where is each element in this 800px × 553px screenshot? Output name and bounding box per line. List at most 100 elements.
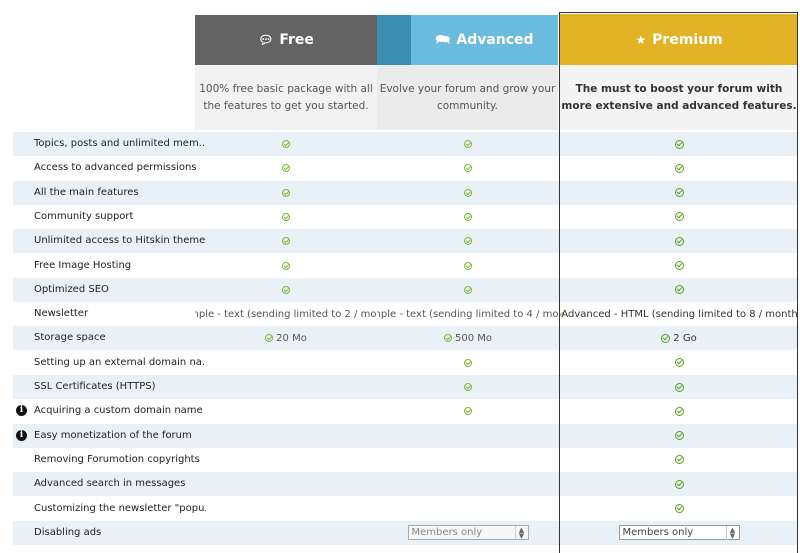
star-icon: ★: [635, 32, 647, 47]
feature-cell-premium: [560, 132, 798, 156]
feature-cell-premium: [560, 375, 798, 399]
check-icon: [464, 383, 472, 391]
feature-cell-advanced: Simple - text (sending limited to 4 / mo…: [377, 302, 559, 326]
feature-cell-premium: [560, 254, 798, 278]
check-icon: [464, 358, 472, 367]
feature-label: Unlimited access to Hitskin themes: [34, 235, 206, 247]
check-icon: [674, 455, 684, 465]
feature-row: Free Image Hosting: [13, 253, 798, 278]
feature-cell-free: [195, 181, 377, 205]
plan-name-free: Free: [279, 32, 314, 48]
desc-bg-free: [195, 65, 377, 130]
check-icon: [464, 140, 472, 148]
plan-header-advanced[interactable]: 🗪︎ Advanced: [411, 15, 558, 65]
feature-cell-premium: [560, 351, 798, 375]
plan-header-premium[interactable]: ★ Premium: [560, 14, 798, 65]
feature-cell-advanced: [377, 497, 559, 521]
plan-description-premium: The must to boost your forum with more e…: [560, 65, 798, 130]
feature-cell-free: [195, 205, 377, 229]
feature-cell-advanced: [377, 375, 559, 399]
feature-label: Setting up an external domain na...: [34, 356, 206, 368]
chevron-down-icon: ▲ ▼: [725, 526, 739, 541]
feature-row: Topics, posts and unlimited mem...: [13, 132, 798, 156]
feature-cell-advanced: [377, 156, 559, 180]
check-icon: [674, 139, 684, 149]
check-icon: [443, 334, 452, 343]
info-icon[interactable]: i: [16, 405, 27, 417]
feature-cell-advanced: [377, 424, 559, 448]
select-value: Members only: [411, 527, 483, 539]
check-icon: [674, 285, 684, 295]
check-icon: [674, 479, 684, 489]
plan-description-free: 100% free basic package with all the fea…: [195, 65, 377, 130]
feature-cell-free: [195, 156, 377, 180]
check-icon: [265, 334, 274, 343]
feature-cell-premium: [560, 278, 798, 302]
feature-label: Optimized SEO: [34, 283, 109, 295]
check-icon: [674, 212, 684, 222]
feature-cell-advanced: [377, 399, 559, 423]
feature-cell-free: [195, 132, 377, 156]
feature-row: Storage space 20 Mo 500 Mo 2 Go: [13, 326, 798, 351]
feature-value: Simple - text (sending limited to 4 / mo…: [377, 308, 559, 320]
info-icon[interactable]: i: [16, 429, 27, 441]
feature-label: All the main features: [34, 186, 139, 198]
plan-name-premium: Premium: [652, 31, 723, 48]
feature-row: Setting up an external domain na...: [13, 350, 798, 375]
check-icon: [282, 188, 290, 197]
check-icon: [674, 188, 684, 198]
feature-label: Removing Forumotion copyrights: [34, 453, 200, 465]
feature-row: Removing Forumotion copyrights: [13, 447, 798, 472]
feature-cell-advanced: [377, 351, 559, 375]
feature-value: 500 Mo: [454, 332, 492, 344]
chevron-down-icon: ▲ ▼: [514, 526, 528, 541]
feature-cell-free: [195, 472, 377, 496]
feature-cell-free: [195, 497, 377, 521]
feature-cell-free: 20 Mo: [195, 326, 377, 350]
feature-cell-advanced: [377, 254, 559, 278]
check-icon: [282, 212, 290, 221]
feature-cell-free: [195, 448, 377, 472]
feature-cell-free: [195, 254, 377, 278]
feature-value: 2 Go: [673, 332, 697, 344]
feature-row: SSL Certificates (HTTPS): [13, 375, 798, 399]
feature-cell-free: [195, 399, 377, 423]
feature-cell-premium: 2 Go: [560, 326, 798, 350]
feature-label: Customizing the newsletter "popu...: [34, 502, 206, 514]
feature-cell-premium: [560, 399, 798, 423]
check-icon: [464, 407, 472, 416]
select-value: Members only: [622, 527, 694, 539]
feature-label: Storage space: [34, 332, 106, 344]
feature-cell-free: [195, 229, 377, 253]
check-icon: [674, 261, 684, 270]
feature-row: Unlimited access to Hitskin themes: [13, 229, 798, 254]
feature-cell-advanced: [377, 132, 559, 156]
feature-cell-free: [195, 521, 377, 545]
check-icon: [674, 431, 684, 441]
plan-header-advanced-edge: [377, 15, 411, 65]
feature-row: Advanced search in messages: [13, 472, 798, 497]
plan-description-premium-text: The must to boost your forum with more e…: [561, 82, 797, 112]
check-icon: [464, 237, 472, 246]
feature-value: 20 Mo: [276, 332, 307, 344]
feature-cell-premium: [560, 424, 798, 448]
check-icon: [674, 504, 684, 513]
feature-row: Access to advanced permissions: [13, 156, 798, 181]
plan-description-free-text: 100% free basic package with all the fea…: [199, 82, 373, 112]
feature-row: Optimized SEO: [13, 277, 798, 302]
feature-label: SSL Certificates (HTTPS): [34, 381, 156, 392]
feature-cell-advanced: 500 Mo: [377, 326, 559, 350]
check-icon: [464, 261, 472, 270]
feature-label: Topics, posts and unlimited mem...: [34, 138, 206, 149]
members-only-select-premium[interactable]: Members only ▲ ▼: [618, 525, 740, 541]
check-icon: [464, 164, 472, 173]
check-icon: [674, 163, 684, 173]
plan-header-free[interactable]: 💬︎ Free: [195, 15, 377, 65]
feature-cell-free: [195, 424, 377, 448]
feature-row: Customizing the newsletter "popu...: [13, 496, 798, 521]
check-icon: [282, 164, 290, 173]
feature-cell-advanced: [377, 205, 559, 229]
plan-description-advanced: Evolve your forum and grow your communit…: [377, 65, 558, 130]
check-icon: [674, 382, 684, 392]
feature-cell-free: [195, 351, 377, 375]
